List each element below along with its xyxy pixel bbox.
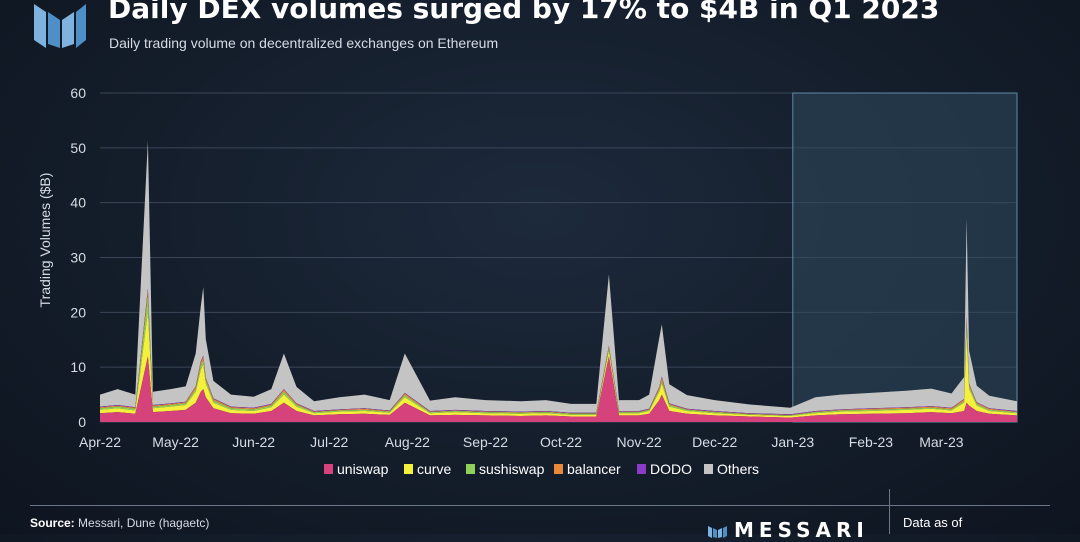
source-label: Source: bbox=[30, 516, 75, 530]
x-tick-label: Nov-22 bbox=[617, 434, 662, 450]
legend-label-sushiswap: sushiswap bbox=[479, 461, 545, 477]
chart-title: Daily DEX volumes surged by 17% to $4B i… bbox=[108, 0, 940, 25]
x-tick-label: Aug-22 bbox=[385, 434, 430, 450]
y-axis-label: Trading Volumes ($B) bbox=[37, 173, 53, 308]
source-note: Source: Messari, Dune (hagaetc) bbox=[30, 516, 209, 530]
x-tick-label: Apr-22 bbox=[79, 434, 121, 450]
footer-divider bbox=[30, 505, 1050, 506]
x-tick-labels: Apr-22 May-22 Jun-22 Jul-22 Aug-22 Sep-22 Oct-… bbox=[79, 434, 964, 450]
y-tick-label: 20 bbox=[70, 304, 86, 320]
y-tick-label: 60 bbox=[70, 85, 86, 101]
brand-name: MESSARI bbox=[734, 518, 869, 542]
chart-subtitle: Daily trading volume on decentralized ex… bbox=[109, 35, 499, 51]
legend-swatch-dodo bbox=[637, 464, 646, 474]
y-tick-label: 10 bbox=[70, 359, 86, 375]
y-tick-label: 0 bbox=[78, 414, 86, 430]
source-text: Messari, Dune (hagaetc) bbox=[74, 516, 210, 530]
x-tick-label: Feb-23 bbox=[849, 434, 894, 450]
legend-swatch-uniswap bbox=[324, 464, 333, 474]
x-tick-label: Oct-22 bbox=[540, 434, 582, 450]
legend-label-others: Others bbox=[717, 461, 759, 477]
messari-logo-icon bbox=[34, 4, 86, 48]
series-area-uniswap bbox=[100, 356, 1017, 422]
legend-label-dodo: DODO bbox=[650, 461, 692, 477]
legend-label-uniswap: uniswap bbox=[337, 461, 389, 477]
footer-vertical-divider bbox=[889, 489, 890, 534]
x-tick-label: Dec-22 bbox=[692, 434, 737, 450]
x-tick-label: Sep-22 bbox=[463, 434, 508, 450]
legend: uniswap curve sushiswap balancer DODO Others bbox=[324, 461, 759, 477]
legend-label-curve: curve bbox=[417, 461, 451, 477]
x-tick-label: Jun-22 bbox=[232, 434, 275, 450]
q1-2023-highlight bbox=[792, 92, 1018, 423]
y-tick-label: 40 bbox=[70, 195, 86, 211]
legend-swatch-curve bbox=[404, 464, 413, 474]
dex-volume-chart: Apr-22 May-22 Jun-22 Jul-22 Aug-22 Sep-22 Oct-… bbox=[37, 85, 1018, 477]
legend-label-balancer: balancer bbox=[567, 461, 621, 477]
x-tick-label: Mar-23 bbox=[919, 434, 964, 450]
x-tick-label: Jan-23 bbox=[771, 434, 814, 450]
x-tick-label: Jul-22 bbox=[310, 434, 348, 450]
data-as-of: Data as of bbox=[903, 515, 963, 530]
legend-swatch-balancer bbox=[554, 464, 563, 474]
area-layer bbox=[100, 140, 1017, 422]
x-tick-label: May-22 bbox=[152, 434, 199, 450]
y-tick-label: 50 bbox=[70, 140, 86, 156]
legend-swatch-others bbox=[704, 464, 713, 474]
y-tick-labels: 0 10 20 30 40 50 60 bbox=[70, 85, 86, 430]
legend-swatch-sushiswap bbox=[466, 464, 475, 474]
y-tick-label: 30 bbox=[70, 250, 86, 266]
messari-small-logo-icon bbox=[708, 526, 727, 538]
series-area-others bbox=[100, 140, 1017, 415]
